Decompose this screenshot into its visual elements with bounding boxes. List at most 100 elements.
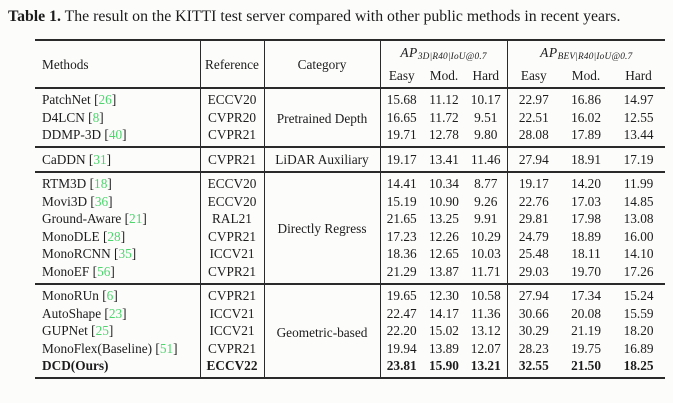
apbev-easy-cell: 27.94	[518, 288, 549, 304]
ap3d-hard-cell: 10.29	[465, 227, 508, 246]
reference-cell: CVPR21	[200, 262, 265, 284]
ap3d-easy-cell: 22.20	[386, 323, 417, 339]
apbev-mod-cell: 18.89	[571, 228, 601, 244]
apbev-hard-cell: 17.19	[623, 151, 654, 167]
citation-link[interactable]: 18	[94, 176, 108, 192]
ap3d-hard-cell: 10.58	[465, 283, 508, 305]
header-category: Category	[264, 39, 381, 88]
method-cell: DDMP-3D [40]	[35, 126, 201, 148]
ap3d-hard-cell: 12.07	[465, 339, 508, 358]
apbev-hard-cell: 13.44	[623, 127, 654, 143]
ap3d-easy-cell: 19.17	[386, 151, 417, 167]
ap3d-easy-cell: 15.19	[386, 193, 417, 209]
table-row: GUPNet [25] ICCV21 22.20 15.02 13.12 30.29 21.…	[35, 322, 665, 340]
table-row: DCD(Ours) ECCV22 23.81 15.90 13.21 32.55 21.50…	[35, 357, 665, 379]
ap3d-mod-cell: 12.26	[429, 228, 459, 244]
ap3d-easy-cell: 19.71	[386, 127, 417, 143]
ap3d-mod-cell: 12.65	[429, 246, 459, 262]
apbev-mod-cell: 21.19	[571, 323, 601, 339]
method-cell: PatchNet [26]	[35, 87, 201, 109]
category-cell: Pretrained Depth	[264, 87, 381, 148]
apbev-easy-cell: 19.17	[518, 176, 549, 192]
method-cell: MonoDLE [28]	[35, 227, 201, 246]
ap3d-easy-cell: 21.29	[386, 263, 417, 279]
citation-link[interactable]: 51	[159, 340, 174, 356]
ap3d-mod-cell: 15.02	[429, 323, 459, 339]
apbev-mod-cell: 18.11	[571, 246, 601, 262]
reference-cell: ICCV21	[200, 245, 265, 263]
citation-link[interactable]: 25	[95, 323, 109, 339]
reference-cell: CVPR20	[200, 108, 265, 127]
apbev-easy-cell: 28.08	[518, 127, 549, 143]
apbev-easy-cell: 29.03	[518, 263, 549, 279]
citation-link[interactable]: 35	[118, 246, 132, 262]
method-cell: MonoEF [56]	[35, 262, 201, 284]
ap3d-easy-cell: 16.65	[386, 109, 417, 125]
ap3d-subscript: 3D|R40|IoU@0.7	[417, 51, 487, 62]
ap3d-label: AP	[400, 44, 418, 60]
ap3d-hard-cell: 9.51	[465, 108, 508, 127]
method-cell: Movi3D [36]	[35, 192, 201, 211]
ap3d-easy-cell: 14.41	[386, 176, 417, 192]
ap3d-mod-cell: 12.78	[429, 127, 459, 143]
citation-link[interactable]: 36	[94, 193, 109, 209]
ap3d-mod-cell: 13.41	[429, 151, 459, 167]
reference-cell: ECCV20	[200, 87, 265, 109]
apbev-easy-cell: 22.51	[518, 109, 549, 125]
ap3d-mod-cell: 13.25	[429, 211, 459, 227]
reference-cell: ECCV22	[200, 357, 265, 379]
header-methods: Methods	[35, 39, 201, 88]
apbev-hard-cell: 11.99	[623, 176, 654, 192]
ap3d-hard-cell: 11.46	[465, 147, 508, 172]
citation-link[interactable]: 26	[98, 92, 112, 108]
citation-link[interactable]: 40	[108, 127, 123, 143]
apbev-hard-cell: 14.97	[623, 92, 654, 108]
table-row: MonoEF [56] CVPR21 21.29 13.87 11.71 29.03 19.…	[35, 262, 665, 284]
apbev-easy-cell: 28.23	[518, 340, 549, 356]
header-ap3d: AP3D|R40|IoU@0.7	[380, 39, 508, 67]
ap3d-mod-cell: 10.34	[429, 176, 459, 192]
citation-link[interactable]: 56	[97, 263, 111, 279]
ap3d-easy-cell: 17.23	[386, 228, 417, 244]
header-mod-bev: Mod.	[571, 67, 601, 83]
ap3d-mod-cell: 10.90	[429, 193, 459, 209]
apbev-hard-cell: 17.26	[623, 263, 654, 279]
table-row: MonoDLE [28] CVPR21 17.23 12.26 10.29 24.79 18…	[35, 227, 665, 246]
apbev-hard-cell: 15.59	[623, 305, 654, 321]
apbev-mod-cell: 19.70	[571, 263, 601, 279]
citation-link[interactable]: 6	[106, 288, 114, 304]
reference-cell: CVPR21	[200, 147, 265, 172]
method-cell: MonoFlex(Baseline) [51]	[35, 339, 201, 358]
ap3d-hard-cell: 10.03	[465, 245, 508, 263]
table-row: DDMP-3D [40] CVPR21 19.71 12.78 9.80 28.08 17.…	[35, 126, 665, 148]
table-row: AutoShape [23] ICCV21 22.47 14.17 11.36 30.66…	[35, 304, 665, 323]
ap3d-easy-cell: 22.47	[386, 305, 417, 321]
category-cell: LiDAR Auxiliary	[264, 147, 381, 172]
apbev-subscript: BEV|R40|IoU@0.7	[557, 51, 633, 62]
apbev-hard-cell: 14.10	[623, 246, 654, 262]
apbev-easy-cell: 24.79	[518, 228, 549, 244]
reference-cell: CVPR21	[200, 339, 265, 358]
method-cell: MonoRUn [6]	[35, 283, 201, 305]
apbev-hard-cell: 18.25	[623, 358, 654, 374]
citation-link[interactable]: 31	[93, 151, 107, 167]
method-cell: CaDDN [31]	[35, 147, 201, 172]
header-hard-3d: Hard	[465, 66, 508, 88]
method-cell: Ground-Aware [21]	[35, 210, 201, 228]
citation-link[interactable]: 21	[129, 211, 143, 227]
ap3d-mod-cell: 13.87	[429, 263, 459, 279]
ap3d-hard-cell: 9.91	[465, 210, 508, 228]
apbev-easy-cell: 25.48	[518, 246, 549, 262]
ap3d-mod-cell: 15.90	[429, 358, 459, 374]
header-apbev: APBEV|R40|IoU@0.7	[507, 40, 665, 67]
citation-link[interactable]: 8	[92, 109, 100, 125]
citation-link[interactable]: 23	[108, 305, 123, 321]
method-cell: DCD(Ours)	[35, 357, 201, 379]
method-cell: AutoShape [23]	[35, 304, 201, 323]
apbev-mod-cell: 18.91	[571, 151, 601, 167]
table-row: MonoRCNN [35] ICCV21 18.36 12.65 10.03 25.48 1…	[35, 245, 665, 263]
citation-link[interactable]: 28	[107, 228, 121, 244]
table-row: PatchNet [26] ECCV20 Pretrained Depth 15.68…	[35, 87, 666, 148]
reference-cell: ECCV20	[200, 192, 265, 211]
category-cell: Directly Regress	[264, 171, 381, 284]
